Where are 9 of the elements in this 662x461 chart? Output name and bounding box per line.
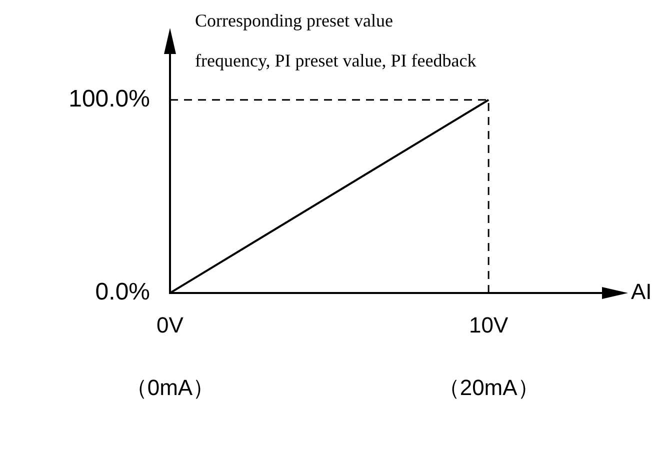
chart-title: Corresponding preset value xyxy=(195,10,393,31)
x-tick-label: 0V xyxy=(156,312,184,338)
text: （0mA） xyxy=(125,375,215,400)
y-tick-label: 0.0% xyxy=(95,278,150,306)
text: （20mA） xyxy=(438,375,540,400)
y-tick-label: 100.0% xyxy=(68,85,150,112)
text: frequency, PI preset value, PI feedback xyxy=(195,50,476,71)
x-tick-label: 10V xyxy=(468,312,508,338)
x-axis-title: AI xyxy=(631,279,652,304)
